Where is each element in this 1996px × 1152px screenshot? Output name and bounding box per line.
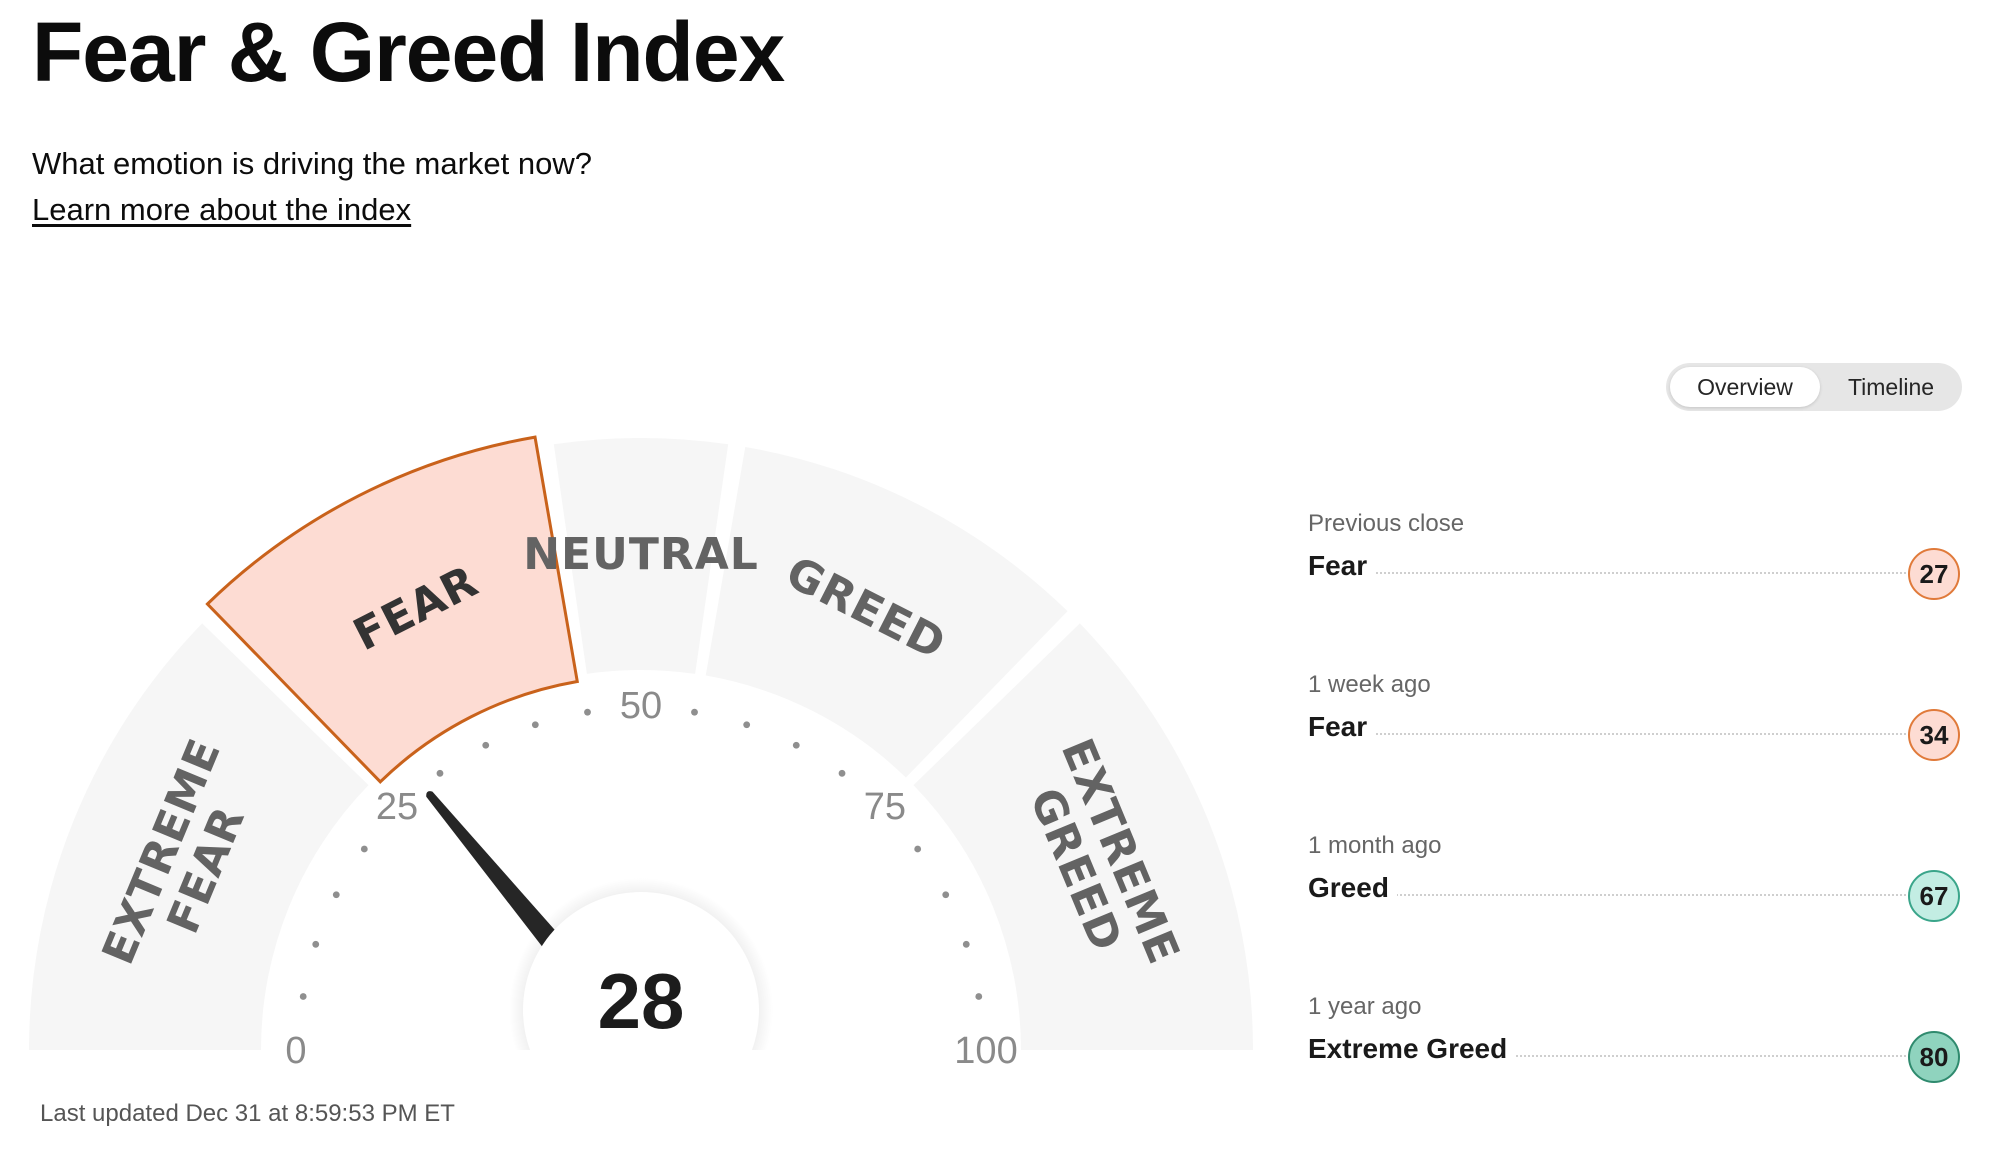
gauge-tick-dot xyxy=(743,721,751,729)
dotted-leader xyxy=(1308,733,1906,735)
history-score-badge: 80 xyxy=(1908,1031,1960,1083)
gauge-score-value: 28 xyxy=(598,957,685,1045)
gauge-tick-dot xyxy=(360,845,368,853)
dotted-leader xyxy=(1308,572,1906,574)
history-rating: Fear xyxy=(1308,705,1376,749)
page-subtitle: What emotion is driving the market now? xyxy=(32,146,592,181)
gauge-tick-dot xyxy=(975,993,983,1000)
gauge-tick-label: 25 xyxy=(376,786,418,828)
history-period-label: 1 month ago xyxy=(1308,832,1442,859)
gauge-tick-dot xyxy=(436,769,444,777)
band-extreme-fear xyxy=(29,623,369,1050)
gauge-tick-dot xyxy=(962,940,970,948)
history-score-badge: 34 xyxy=(1908,709,1960,761)
gauge-tick-dot xyxy=(792,741,800,749)
gauge-tick-dot xyxy=(914,845,922,853)
tab-timeline[interactable]: Timeline xyxy=(1847,374,1935,400)
history-item-1-year-ago: 1 year ago Extreme Greed 80 xyxy=(1308,991,1960,1152)
band-label-neutral: NEUTRAL xyxy=(523,529,759,580)
band-extreme-greed xyxy=(913,623,1253,1050)
gauge-tick-dot xyxy=(838,769,846,777)
gauge-tick-dot xyxy=(312,940,320,948)
history-rating: Extreme Greed xyxy=(1308,1027,1516,1071)
history-rating: Fear xyxy=(1308,544,1376,588)
gauge-hub xyxy=(523,892,759,1050)
history-period-label: 1 year ago xyxy=(1308,993,1422,1020)
history-list: Previous close Fear 27 1 week ago Fear 3… xyxy=(1308,508,1960,1152)
history-item-previous-close: Previous close Fear 27 xyxy=(1308,508,1960,669)
dotted-leader xyxy=(1308,894,1906,896)
last-updated-timestamp: Last updated Dec 31 at 8:59:53 PM ET xyxy=(40,1100,455,1127)
history-item-1-week-ago: 1 week ago Fear 34 xyxy=(1308,669,1960,830)
gauge-tick-dot xyxy=(691,708,698,716)
gauge-tick-dot xyxy=(299,993,307,1000)
dotted-leader xyxy=(1308,1055,1906,1057)
gauge-tick-dot xyxy=(942,891,950,899)
band-greed xyxy=(705,446,1068,778)
gauge-tick-label: 100 xyxy=(954,1030,1017,1072)
gauge-tick-dot xyxy=(482,741,490,749)
history-score-badge: 67 xyxy=(1908,870,1960,922)
page-title: Fear & Greed Index xyxy=(32,5,785,99)
gauge-tick-label: 75 xyxy=(864,786,906,828)
gauge-tick-dot xyxy=(332,891,340,899)
gauge-tick-label: 0 xyxy=(285,1030,306,1072)
history-period-label: Previous close xyxy=(1308,510,1465,537)
history-score-badge: 27 xyxy=(1908,548,1960,600)
history-period-label: 1 week ago xyxy=(1308,671,1431,698)
gauge-tick-dot xyxy=(531,721,539,729)
band-fear-active xyxy=(205,435,580,784)
view-toggle: Overview Timeline xyxy=(1666,363,1962,411)
tab-overview[interactable]: Overview xyxy=(1670,367,1820,407)
learn-more-link[interactable]: Learn more about the index xyxy=(32,192,412,227)
gauge-tick-dot xyxy=(584,708,591,716)
history-rating: Greed xyxy=(1308,866,1397,910)
band-neutral xyxy=(553,438,729,674)
gauge-tick-label: 50 xyxy=(620,685,662,727)
history-item-1-month-ago: 1 month ago Greed 67 xyxy=(1308,830,1960,991)
